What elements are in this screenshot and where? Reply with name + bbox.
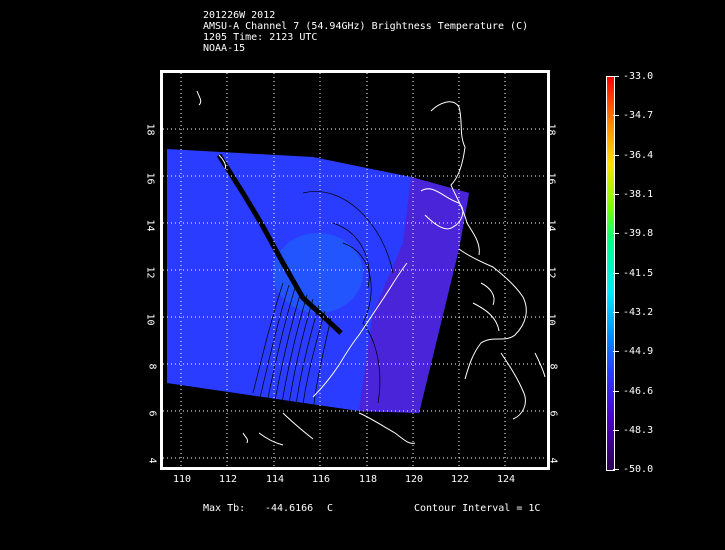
contour-band [216,153,343,335]
lon-tick-label: 120 [405,474,424,485]
colorbar-label: -44.9 [623,346,654,357]
time-title: 1205 Time: 2123 UTC [203,32,318,43]
contour-interval: Contour Interval = 1C [414,503,541,514]
lat-tick-label: 6 [146,410,158,417]
max-tb-unit: C [327,503,334,514]
lon-tick-label: 118 [359,474,378,485]
colorbar-label: -48.3 [623,425,654,436]
storm-id-title: 201226W 2012 [203,10,276,21]
colorbar-label: -33.0 [623,71,654,82]
lat-tick-label: 8 [146,363,158,370]
lat-lon-grid [163,73,547,467]
lat-tick-label: 16 [144,172,156,185]
colorbar-label: -34.7 [623,110,654,121]
lat-tick-label: 6 [547,410,559,417]
lat-tick-label: 12 [144,266,156,279]
colorbar-label: -36.4 [623,150,654,161]
colorbar-label: -43.2 [623,307,654,318]
coastlines [196,90,546,446]
lon-tick-label: 116 [312,474,331,485]
plot-header: 201226W 2012 AMSU-A Channel 7 (54.94GHz)… [203,10,528,54]
lat-tick-label: 14 [144,219,156,232]
lat-tick-label: 4 [146,457,158,464]
lat-tick-label: 18 [144,123,156,136]
lon-tick-label: 114 [266,474,285,485]
lat-tick-label: 18 [545,123,557,136]
colorbar-label: -50.0 [623,464,654,475]
lat-tick-label: 8 [547,363,559,370]
lat-tick-label: 16 [545,172,557,185]
colorbar-label: -38.1 [623,189,654,200]
warm-core [273,233,363,313]
lat-tick-label: 10 [144,313,156,326]
lat-tick-label: 4 [547,457,559,464]
lat-tick-label: 12 [545,266,557,279]
lon-tick-label: 124 [497,474,516,485]
map-panel [160,70,550,470]
satellite-title: NOAA-15 [203,43,246,54]
channel-title: AMSU-A Channel 7 (54.94GHz) Brightness T… [203,21,529,32]
max-tb-label: Max Tb: [203,503,246,514]
lat-tick-label: 14 [545,219,557,232]
map-svg [163,73,547,467]
colorbar-label: -39.8 [623,228,654,239]
colorbar-label: -41.5 [623,268,654,279]
lon-tick-label: 110 [173,474,192,485]
lon-tick-label: 122 [451,474,470,485]
lat-tick-label: 10 [545,313,557,326]
swath-edge-purple [359,177,469,413]
colorbar-label: -46.6 [623,386,654,397]
lon-tick-label: 112 [219,474,238,485]
max-tb-value: -44.6166 [265,503,314,514]
